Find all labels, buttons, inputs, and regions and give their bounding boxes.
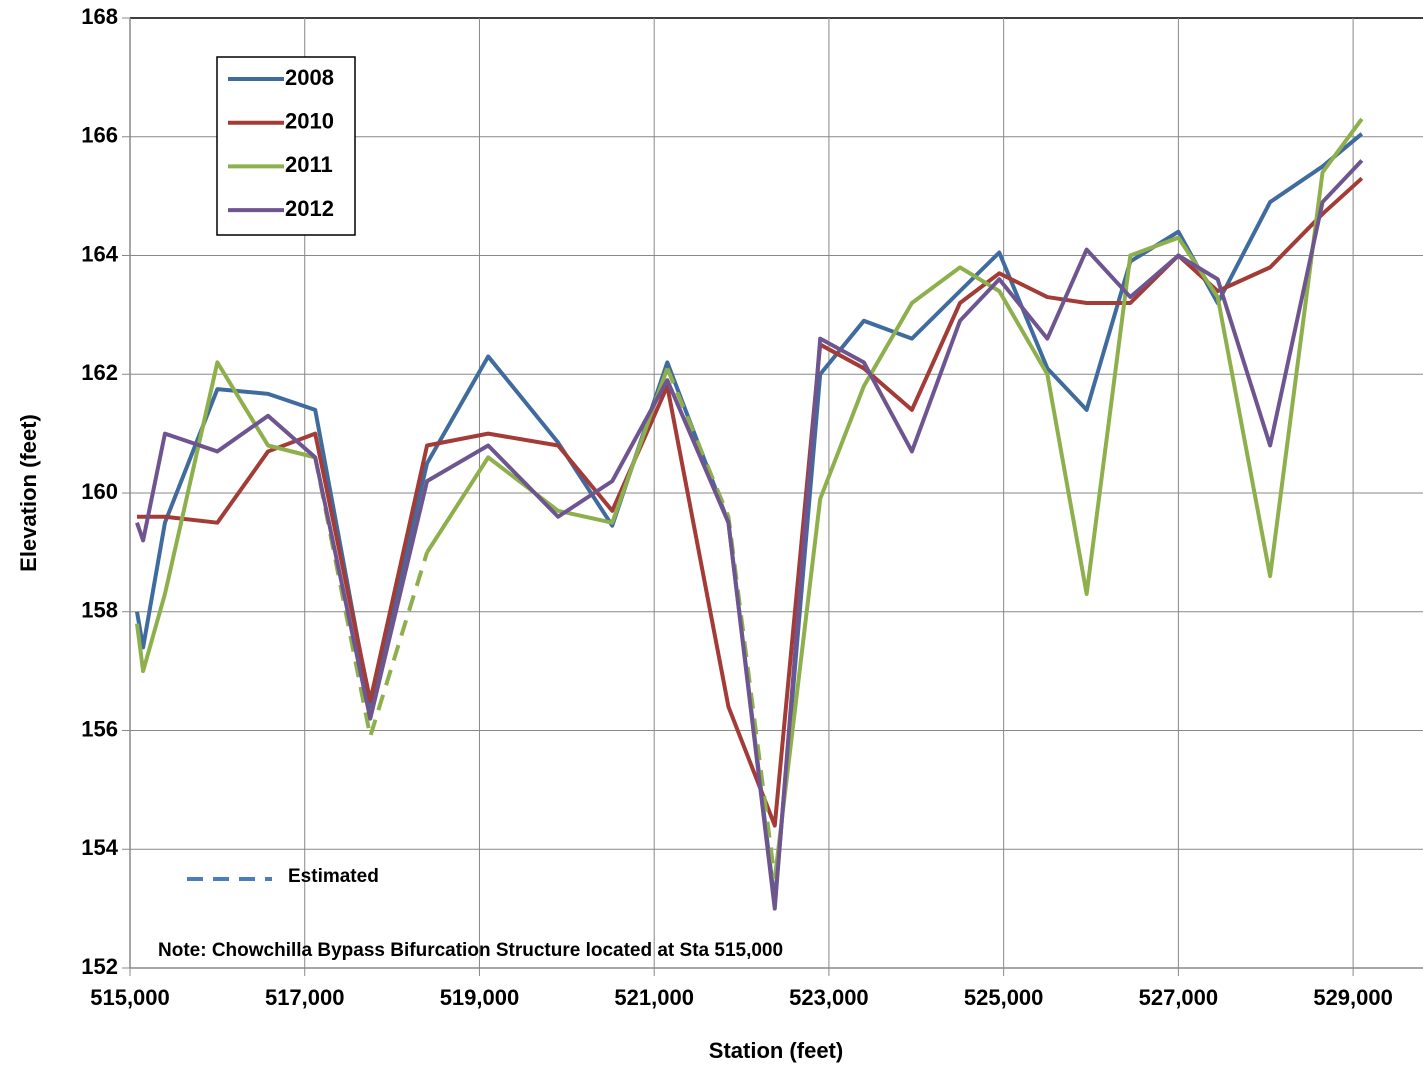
annotation: Estimated [288, 866, 379, 887]
y-tick-label: 158 [81, 598, 118, 623]
series-line [135, 360, 316, 674]
series-line [665, 367, 777, 880]
y-tick-label: 166 [81, 123, 118, 148]
series-line [772, 117, 1364, 880]
x-tick-label: 523,000 [789, 985, 869, 1010]
series-line [425, 367, 670, 554]
legend-label: 2010 [285, 109, 334, 134]
x-tick-label: 519,000 [440, 985, 520, 1010]
annotation: Note: Chowchilla Bypass Bifurcation Stru… [158, 940, 783, 961]
x-tick-label: 527,000 [1139, 985, 1219, 1010]
legend-label: 2011 [285, 152, 333, 177]
series-line [135, 159, 1364, 911]
x-tick-label: 521,000 [614, 985, 694, 1010]
x-axis-title: Station (feet) [709, 1038, 843, 1063]
legend-box [216, 56, 356, 236]
x-tick-label: 517,000 [265, 985, 345, 1010]
y-tick-label: 168 [81, 4, 118, 29]
x-tick-label: 515,000 [90, 985, 170, 1010]
x-tick-label: 525,000 [964, 985, 1044, 1010]
legend-label: 2012 [285, 196, 334, 221]
y-axis-title: Elevation (feet) [16, 414, 41, 572]
y-tick-label: 162 [81, 360, 118, 385]
y-tick-label: 160 [81, 479, 118, 504]
y-tick-label: 156 [81, 716, 118, 741]
x-tick-label: 529,000 [1313, 985, 1393, 1010]
y-tick-label: 164 [81, 241, 118, 266]
y-tick-label: 152 [81, 954, 118, 979]
legend-label: 2008 [285, 65, 334, 90]
y-tick-label: 154 [81, 835, 118, 860]
